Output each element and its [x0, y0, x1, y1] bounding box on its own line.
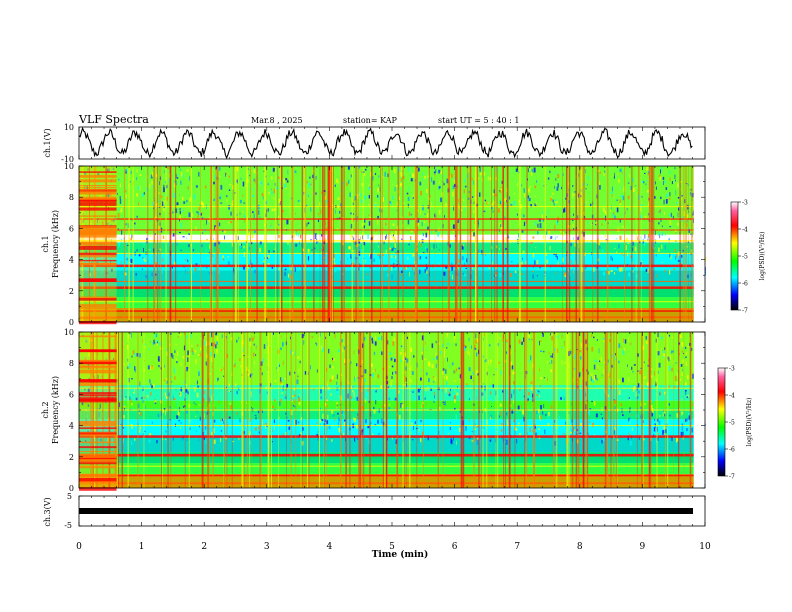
ch3-ylabel: ch.3(V) — [43, 497, 52, 526]
freq-tick-label: 2 — [69, 287, 74, 296]
colorbar-tick-label: -3 — [742, 200, 748, 207]
freq-tick-label: 0 — [69, 484, 74, 493]
freq-tick-label: 0 — [69, 318, 74, 327]
colorbar-ch2-ticks: -3 -4 -5 -6 -7 — [725, 366, 735, 481]
colorbar-tick-label: -6 — [729, 447, 735, 454]
time-axis-ticks: 0 1 2 3 4 5 6 7 8 9 10 — [76, 127, 711, 552]
start-time-label: start UT = 5 : 40 : 1 — [438, 116, 519, 125]
freq-tick-label: 4 — [69, 422, 74, 431]
colorbar-ch2: -3 -4 -5 -6 -7 log(PSD)(V²/Hz) — [717, 366, 753, 481]
colorbar-tick-label: -5 — [729, 420, 735, 427]
time-tick-label: 8 — [577, 542, 583, 552]
freq-tick-label: 2 — [69, 453, 74, 462]
colorbar-ch1-label: log(PSD)(V²/Hz) — [759, 232, 766, 281]
ch1-spec-ylabel-channel: ch.1 — [41, 235, 50, 252]
ch1-freq-ticks: 0 2 4 6 8 10 — [64, 162, 705, 327]
time-tick-label: 4 — [327, 542, 333, 552]
ch3-yticks: 5 -5 — [64, 492, 82, 530]
ch1-spectrogram-image — [79, 166, 707, 325]
time-tick-label: 5 — [389, 542, 395, 552]
time-tick-label: 7 — [514, 542, 520, 552]
ch1-waveform-line — [78, 126, 693, 160]
colorbar-ch2-label: log(PSD)(V²/Hz) — [746, 398, 753, 447]
ch1-ytick-label: 10 — [64, 123, 74, 132]
station-label: station= KAP — [343, 116, 398, 125]
time-tick-label: 2 — [201, 542, 207, 552]
time-tick-label: 0 — [76, 542, 82, 552]
colorbar-tick-label: -7 — [742, 308, 748, 315]
ch2-freq-ticks: 0 2 4 6 8 10 — [64, 328, 705, 493]
colorbar-ch1: -3 -4 -5 -6 -7 log(PSD)(V²/Hz) — [730, 200, 766, 315]
freq-tick-label: 8 — [69, 193, 74, 202]
time-tick-label: 3 — [264, 542, 270, 552]
ch1-spec-ylabel-freq: Frequency (kHz) — [51, 210, 60, 278]
freq-tick-label: 6 — [69, 224, 74, 233]
time-tick-label: 9 — [640, 542, 646, 552]
ch3-waveform-line — [79, 508, 693, 514]
ch1-spectrogram-panel: 0 2 4 6 8 10 ch.1 Frequency (kHz) — [41, 162, 707, 327]
time-axis-label: Time (min) — [372, 549, 429, 560]
ch1-ylabel: ch.1(V) — [43, 128, 52, 157]
ch1-yticks: 10 -10 — [61, 123, 74, 164]
time-tick-label: 10 — [699, 542, 711, 552]
ch2-spectrogram-panel: 0 2 4 6 8 10 ch.2 Frequency (kHz) — [41, 328, 706, 493]
ch1-ytick-label: -10 — [61, 155, 74, 164]
freq-tick-label: 6 — [69, 390, 74, 399]
colorbar-tick-label: -4 — [729, 393, 735, 400]
ch1-waveform-panel: 10 -10 ch.1(V) — [43, 123, 706, 164]
freq-tick-label: 8 — [69, 359, 74, 368]
figure-title: VLF Spectra — [78, 113, 149, 126]
colorbar-ch1-ticks: -3 -4 -5 -6 -7 — [738, 200, 748, 315]
colorbar-tick-label: -3 — [729, 366, 735, 373]
ch2-spec-ylabel-channel: ch.2 — [41, 401, 50, 418]
freq-tick-label: 4 — [69, 256, 74, 265]
time-tick-label: 6 — [452, 542, 458, 552]
colorbar-tick-label: -5 — [742, 254, 748, 261]
date-label: Mar.8 , 2025 — [251, 116, 303, 125]
ch2-spectrogram-image — [79, 332, 706, 491]
ch2-spec-ylabel-freq: Frequency (kHz) — [51, 376, 60, 444]
ch3-ytick-label: 5 — [67, 492, 72, 501]
ch3-waveform-panel: 5 -5 ch.3(V) — [43, 492, 706, 530]
colorbar-tick-label: -7 — [729, 474, 735, 481]
freq-tick-label: 10 — [64, 162, 74, 171]
freq-tick-label: 10 — [64, 328, 74, 337]
colorbar-tick-label: -4 — [742, 227, 748, 234]
colorbar-tick-label: -6 — [742, 281, 748, 288]
time-tick-label: 1 — [139, 542, 145, 552]
ch3-ytick-label: -5 — [64, 521, 72, 530]
